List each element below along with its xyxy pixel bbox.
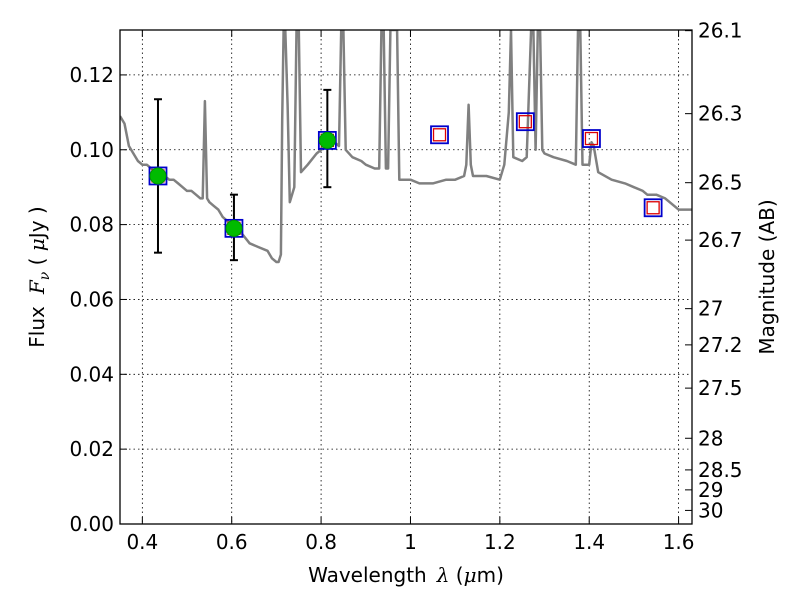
observed-points: [149, 131, 336, 237]
x-axis-ticks: 0.4 0.6 0.8 1 1.2 1.4 1.6: [126, 30, 695, 554]
y-tick-label: 0.08: [69, 213, 114, 237]
magnitude-tick-label: 26.5: [698, 171, 743, 195]
y-axis-unit-mu: μ: [25, 238, 49, 251]
y-axis-label: Flux Fν ( μJy ): [25, 206, 53, 347]
x-tick-label: 0.8: [305, 530, 337, 554]
observed-point: [318, 131, 336, 149]
magnitude-tick-label: 30: [698, 498, 723, 522]
y-axis-label-text: Flux: [25, 306, 49, 348]
magnitude-tick-label: 27.2: [698, 333, 743, 357]
plot-frame: [119, 29, 693, 525]
y-tick-label: 0.00: [69, 512, 114, 536]
y-tick-label: 0.12: [69, 63, 114, 87]
model-band-square-outer: [430, 125, 449, 145]
x-tick-label: 1.4: [573, 530, 605, 554]
y-tick-label: 0.04: [69, 362, 114, 386]
x-axis-unit-mu: μ: [464, 563, 477, 587]
magnitude-tick-label: 28.5: [698, 458, 743, 482]
magnitude-axis-label: Magnitude (AB): [755, 199, 779, 354]
observed-point: [225, 219, 243, 237]
model-band-markers: [148, 112, 663, 238]
x-tick-label: 1.6: [663, 530, 695, 554]
model-band-square-outer: [643, 198, 663, 218]
y-axis-symbol-sub: ν: [37, 271, 53, 280]
x-axis-label: Wavelength λ (μm): [308, 563, 504, 587]
y-axis-unit-open: (: [25, 251, 49, 272]
model-band-square-outer: [515, 112, 535, 132]
magnitude-tick-label: 27: [698, 297, 723, 321]
observed-point: [149, 167, 167, 185]
y-axis-ticks: 0.00 0.02 0.04 0.06 0.08 0.10 0.12: [69, 63, 127, 536]
x-axis-unit-rest: m): [477, 563, 504, 587]
y-tick-label: 0.06: [69, 287, 114, 311]
x-axis-unit-open: (: [449, 563, 463, 587]
magnitude-tick-label: 27.5: [698, 376, 743, 400]
magnitude-tick-label: 29: [698, 478, 723, 502]
model-band-square-inner: [432, 128, 447, 142]
y-tick-label: 0.10: [69, 138, 114, 162]
x-tick-label: 0.4: [126, 530, 158, 554]
x-axis-symbol: λ: [436, 563, 450, 587]
y-axis-symbol: F: [25, 279, 49, 295]
model-spectrum-line: [120, 30, 692, 264]
magnitude-tick-label: 26.1: [698, 19, 743, 43]
y-axis-unit-rest: Jy ): [25, 206, 49, 240]
magnitude-tick-label: 28: [698, 426, 723, 450]
x-tick-label: 1.2: [484, 530, 516, 554]
y-tick-label: 0.02: [69, 437, 114, 461]
magnitude-tick-label: 26.3: [698, 102, 743, 126]
model-band-square-inner: [646, 201, 660, 215]
model-band-square-outer: [582, 129, 601, 148]
x-tick-label: 1: [404, 530, 417, 554]
magnitude-tick-label: 26.7: [698, 228, 743, 252]
x-tick-label: 0.6: [216, 530, 248, 554]
model-band-square-inner: [518, 115, 532, 129]
model-band-square-inner: [584, 131, 599, 146]
x-axis-label-text: Wavelength: [308, 563, 427, 587]
